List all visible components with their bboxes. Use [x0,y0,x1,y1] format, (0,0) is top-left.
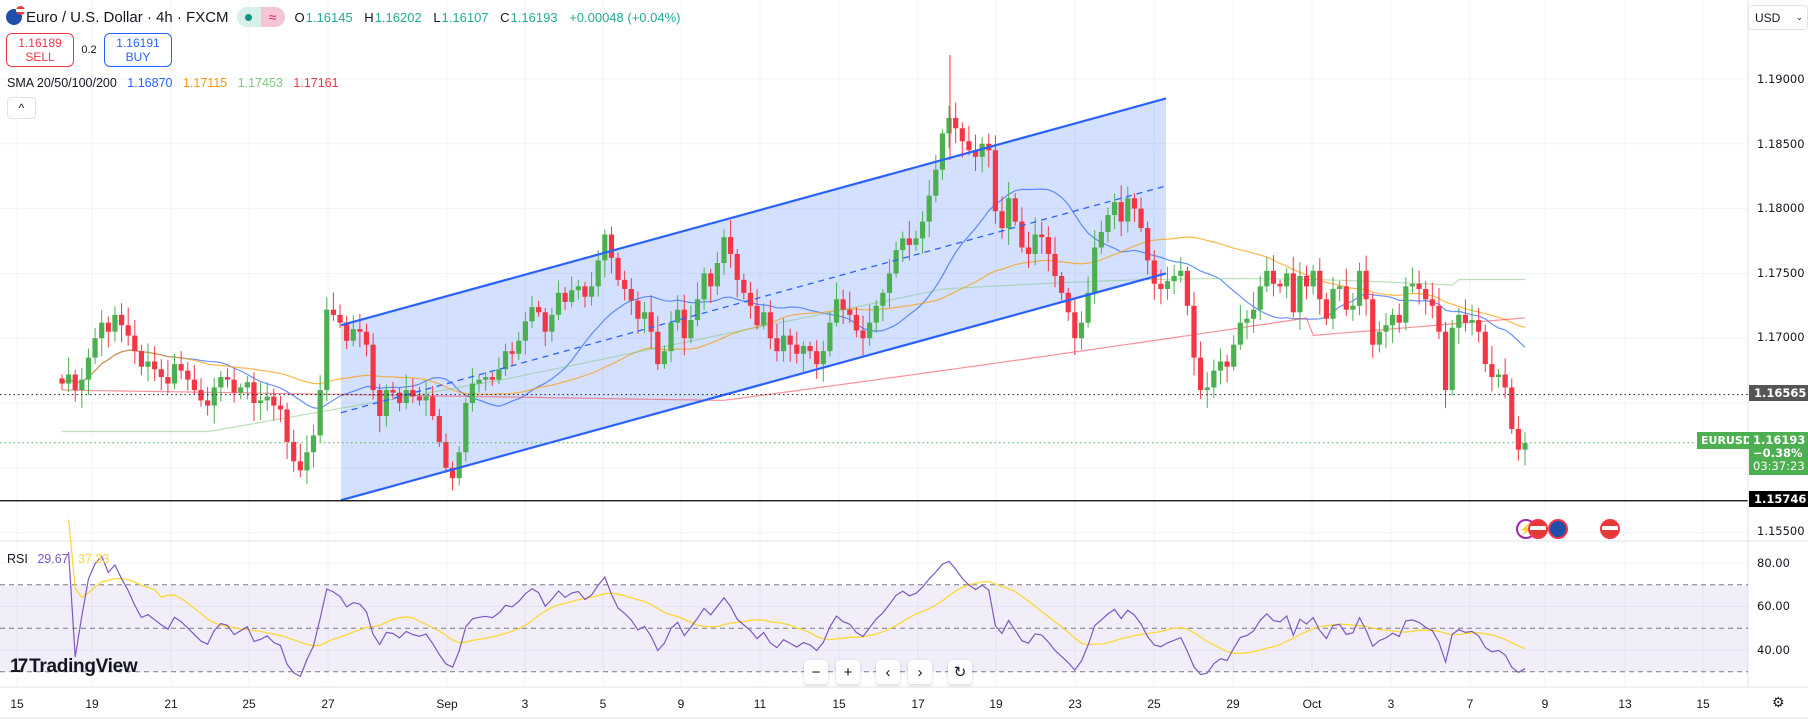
time-tick: 7 [1466,697,1474,711]
price-tick: 1.18000 [1757,201,1805,215]
time-tick: 11 [753,697,767,711]
time-tick: 13 [1618,697,1632,711]
time-tick: 9 [1541,697,1549,711]
market-open-icon [236,7,261,27]
sma20-value: 1.16870 [127,76,173,90]
eur-usd-flag-icon [6,6,25,25]
chart-controls: − + ‹ › ↻ [804,660,980,684]
rsi-tick: 80.00 [1757,556,1790,570]
tv-logo-icon: 17 [10,656,28,677]
scroll-right-button[interactable]: › [908,660,932,684]
market-status-pill[interactable]: ≈ [236,7,285,27]
price-tick: 1.17000 [1757,330,1805,344]
event-us-flag-icon[interactable] [1600,519,1620,539]
time-tick: 23 [1068,697,1082,711]
time-tick: 25 [1147,697,1161,711]
spread-value: 0.2 [81,44,97,56]
time-tick: 25 [242,697,256,711]
chevron-down-icon: ⌄ [1795,12,1803,22]
time-tick: Oct [1302,697,1322,711]
tradingview-logo[interactable]: 17 TradingView [10,656,138,677]
event-us-flag-icon[interactable] [1528,519,1548,539]
price-tick: 1.18500 [1757,137,1805,151]
support-level-tag: 1.15746 [1749,491,1808,507]
zoom-in-button[interactable]: + [836,660,860,684]
rsi-tick: 60.00 [1757,599,1790,613]
sma-label: SMA 20/50/100/200 [7,76,117,90]
sma200-value: 1.17161 [293,76,339,90]
price-tick: 1.19000 [1757,72,1805,86]
line-level-tag: 1.16565 [1749,385,1808,401]
buy-button[interactable]: 1.16191 BUY [104,33,172,67]
rsi-legend[interactable]: RSI 29.67 37.33 [7,552,115,566]
symbol-header: Euro / U.S. Dollar · 4h · FXCM ≈ O1.1614… [6,6,689,28]
sma-legend[interactable]: SMA 20/50/100/200 1.16870 1.17115 1.1745… [7,76,346,90]
price-tick: 1.17500 [1757,266,1805,280]
change-value: +0.00048 (+0.04%) [569,9,681,25]
settings-icon[interactable]: ⚙ [1772,694,1785,710]
time-tick: 29 [1226,697,1240,711]
time-tick: 3 [1387,697,1395,711]
sma50-value: 1.17115 [182,76,228,90]
time-tick: 3 [521,697,529,711]
time-tick: 27 [321,697,335,711]
rsi-value: 29.67 [37,552,69,566]
time-tick: 19 [989,697,1003,711]
buy-label: BUY [125,50,151,64]
time-tick: Sep [436,697,458,711]
time-tick: 15 [10,697,24,711]
rsi-tick: 40.00 [1757,643,1790,657]
reset-chart-button[interactable]: ↻ [948,660,972,684]
open-value: 1.16145 [305,9,353,25]
collapse-legend-button[interactable]: ^ [7,97,36,119]
chevron-up-icon: ^ [18,101,25,115]
time-tick: 9 [677,697,685,711]
event-eu-flag-icon[interactable] [1548,519,1568,539]
sell-button[interactable]: 1.16189 SELL [6,33,74,67]
rsi-label: RSI [7,552,28,566]
low-value: 1.16107 [441,9,489,25]
time-tick: 21 [164,697,178,711]
sell-price: 1.16189 [18,36,62,50]
time-tick: 17 [911,697,925,711]
ohlc-values: O1.16145 H1.16202 L1.16107 C1.16193 +0.0… [294,9,681,25]
time-tick: 15 [1696,697,1710,711]
symbol-tag: EURUSD [1697,432,1756,449]
data-provider-icon: ≈ [260,7,285,27]
time-tick: 19 [85,697,99,711]
rsi-ma-value: 37.33 [78,552,110,566]
time-tick: 5 [599,697,607,711]
sell-label: SELL [25,50,55,64]
trade-panel: 1.16189 SELL 0.2 1.16191 BUY [6,33,172,67]
symbol-title[interactable]: Euro / U.S. Dollar · 4h · FXCM [26,8,229,26]
close-value: 1.16193 [510,9,558,25]
price-tick: 1.15500 [1757,524,1805,538]
high-value: 1.16202 [374,9,422,25]
current-price-tag: 1.16193 −0.38% 03:37:23 [1749,432,1808,475]
buy-price: 1.16191 [116,36,160,50]
sma100-value: 1.17453 [237,76,283,90]
time-tick: 15 [832,697,846,711]
scroll-left-button[interactable]: ‹ [876,660,900,684]
zoom-out-button[interactable]: − [804,660,828,684]
currency-select[interactable]: USD ⌄ [1748,5,1808,30]
